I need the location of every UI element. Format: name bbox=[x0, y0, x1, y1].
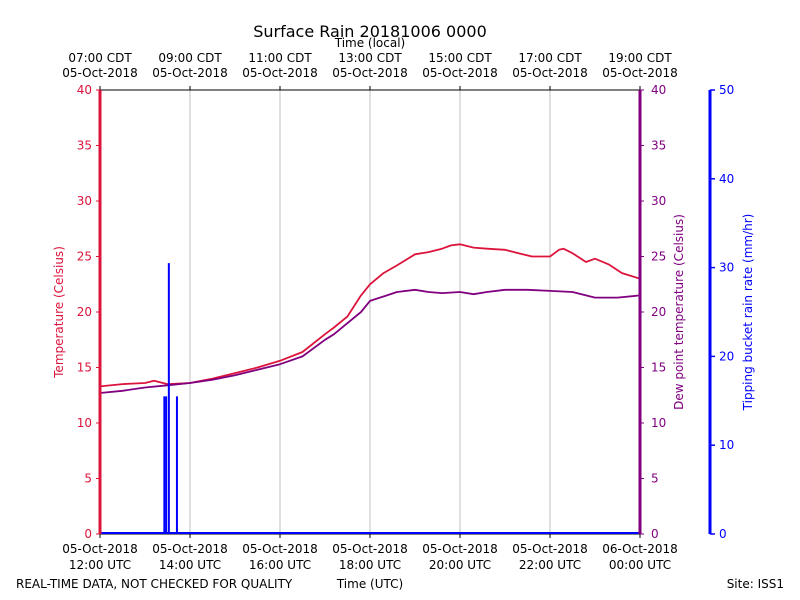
y-right-tick-label: 10 bbox=[651, 416, 666, 430]
chart-title: Surface Rain 20181006 0000 bbox=[253, 22, 487, 41]
y-left-tick-label: 30 bbox=[77, 194, 92, 208]
y-left-tick-label: 5 bbox=[84, 472, 92, 486]
y-left-tick-label: 35 bbox=[77, 139, 92, 153]
top-axis-title: Time (local) bbox=[334, 36, 406, 50]
temperature-line bbox=[99, 243, 641, 388]
y-left-tick-label: 0 bbox=[84, 527, 92, 541]
top-tick-label-time: 13:00 CDT bbox=[338, 51, 402, 65]
x-tick-label-date: 05-Oct-2018 bbox=[332, 542, 408, 556]
y-left-tick-label: 20 bbox=[77, 305, 92, 319]
x-tick-label-time: 14:00 UTC bbox=[159, 558, 221, 572]
y-right-tick-label: 25 bbox=[651, 250, 666, 264]
y-right-tick-label: 0 bbox=[651, 527, 659, 541]
top-tick-label-time: 09:00 CDT bbox=[158, 51, 222, 65]
y-left-tick-label: 25 bbox=[77, 250, 92, 264]
axes-group: 05-Oct-2018 12:00 UTC 05-Oct-2018 14:00 UTC… bbox=[62, 51, 734, 572]
y-rain-tick-label: 0 bbox=[719, 527, 727, 541]
x-tick-label-date: 05-Oct-2018 bbox=[62, 542, 138, 556]
top-tick-label-date: 05-Oct-2018 bbox=[152, 66, 228, 80]
top-tick-label-time: 11:00 CDT bbox=[248, 51, 312, 65]
quality-disclaimer: REAL-TIME DATA, NOT CHECKED FOR QUALITY bbox=[16, 577, 293, 591]
dewpoint-line bbox=[99, 288, 641, 394]
x-tick-label-time: 16:00 UTC bbox=[249, 558, 311, 572]
x-tick-label-time: 12:00 UTC bbox=[69, 558, 131, 572]
y-rain-tick-label: 10 bbox=[719, 438, 734, 452]
y-right-tick-label: 30 bbox=[651, 194, 666, 208]
top-tick-label-time: 15:00 CDT bbox=[428, 51, 492, 65]
y-right-tick-label: 15 bbox=[651, 361, 666, 375]
x-tick-label-date: 05-Oct-2018 bbox=[152, 542, 228, 556]
top-tick-label-date: 05-Oct-2018 bbox=[242, 66, 318, 80]
grid-lines bbox=[189, 90, 551, 534]
y-rain-tick-label: 30 bbox=[719, 261, 734, 275]
top-tick-label-time: 19:00 CDT bbox=[608, 51, 672, 65]
y-left-tick-label: 40 bbox=[77, 83, 92, 97]
site-label: Site: ISS1 bbox=[727, 577, 784, 591]
series-group bbox=[99, 243, 641, 534]
x-tick-label-time: 20:00 UTC bbox=[429, 558, 491, 572]
y-right-tick-label: 35 bbox=[651, 139, 666, 153]
y-rain-tick-label: 20 bbox=[719, 349, 734, 363]
top-tick-label-date: 05-Oct-2018 bbox=[602, 66, 678, 80]
x-tick-label-date: 05-Oct-2018 bbox=[512, 542, 588, 556]
x-tick-label-time: 18:00 UTC bbox=[339, 558, 401, 572]
x-tick-label-date: 06-Oct-2018 bbox=[602, 542, 678, 556]
top-tick-label-date: 05-Oct-2018 bbox=[512, 66, 588, 80]
x-tick-label-date: 05-Oct-2018 bbox=[242, 542, 318, 556]
y-left-label: Temperature (Celsius) bbox=[52, 246, 66, 379]
y-rain-tick-label: 50 bbox=[719, 83, 734, 97]
y-right-tick-label: 20 bbox=[651, 305, 666, 319]
y-left-tick-label: 15 bbox=[77, 361, 92, 375]
top-tick-label-time: 07:00 CDT bbox=[68, 51, 132, 65]
top-tick-label-date: 05-Oct-2018 bbox=[332, 66, 408, 80]
y-left-tick-label: 10 bbox=[77, 416, 92, 430]
top-tick-label-date: 05-Oct-2018 bbox=[62, 66, 138, 80]
y-rain-tick-label: 40 bbox=[719, 172, 734, 186]
y-rain-label: Tipping bucket rain rate (mm/hr) bbox=[741, 214, 755, 412]
x-axis-label: Time (UTC) bbox=[336, 577, 403, 591]
x-tick-label-date: 05-Oct-2018 bbox=[422, 542, 498, 556]
y-right-label: Dew point temperature (Celsius) bbox=[672, 214, 686, 410]
y-right-tick-label: 5 bbox=[651, 472, 659, 486]
top-tick-label-date: 05-Oct-2018 bbox=[422, 66, 498, 80]
x-tick-label-time: 22:00 UTC bbox=[519, 558, 581, 572]
x-tick-label-time: 00:00 UTC bbox=[609, 558, 671, 572]
top-tick-label-time: 17:00 CDT bbox=[518, 51, 582, 65]
y-right-tick-label: 40 bbox=[651, 83, 666, 97]
